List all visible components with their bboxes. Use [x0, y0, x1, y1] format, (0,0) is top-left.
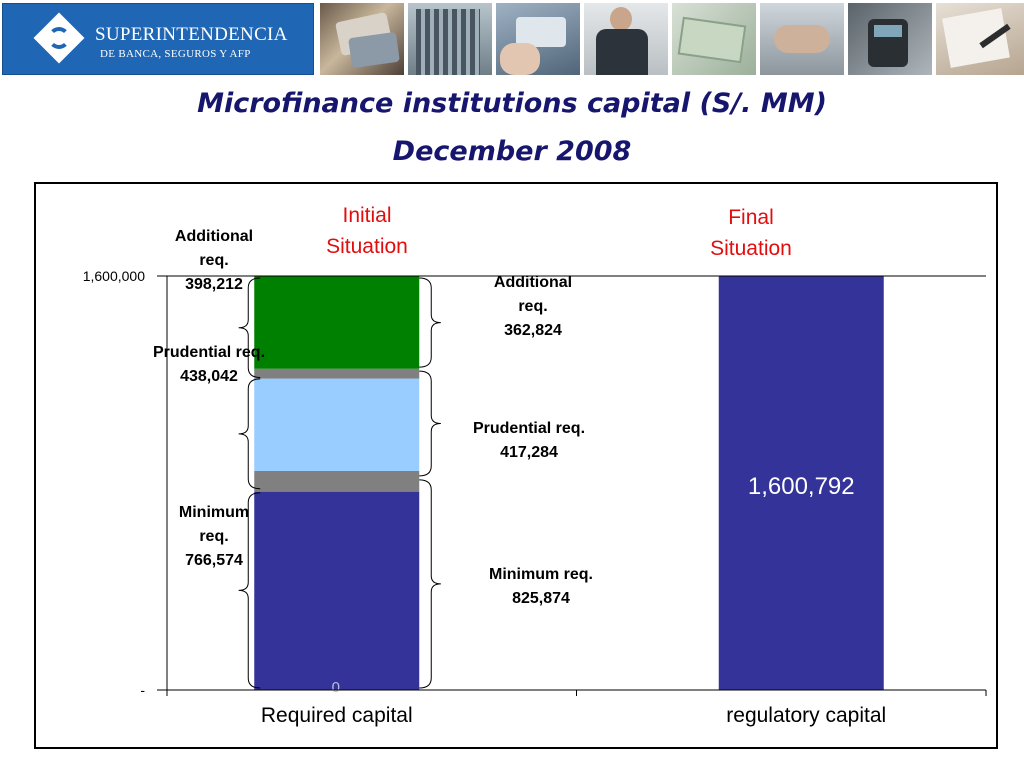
y-tick-label: - — [140, 682, 145, 698]
x-category-label: regulatory capital — [726, 704, 886, 727]
bar-segment-prudential — [254, 378, 420, 471]
left-annotation-text: 766,574 — [185, 552, 243, 569]
bar-segment-gap — [254, 368, 420, 379]
chart-frame: - 1,600,000 1,600,792 0 Required capital regu… — [34, 182, 998, 749]
left-brace — [238, 492, 261, 689]
left-annotation-text: Additional — [175, 228, 253, 245]
group-label: Initial — [342, 204, 391, 227]
banknotes-photo — [672, 3, 756, 75]
right-annotation-text: req. — [518, 298, 547, 315]
office-building-photo — [408, 3, 492, 75]
logo-s-icon — [48, 27, 70, 49]
businessman-photo — [584, 3, 668, 75]
right-brace — [419, 277, 441, 368]
left-brace — [238, 277, 261, 378]
left-annotation-text: req. — [199, 252, 228, 269]
keyboard-enter-photo — [496, 3, 580, 75]
header-banner: SUPERINTENDENCIA DE BANCA, SEGUROS Y AFP — [0, 0, 1024, 78]
group-label: Situation — [326, 235, 408, 258]
bar-segment-additional — [254, 276, 420, 369]
left-brace — [238, 378, 261, 490]
left-annotation-text: req. — [199, 528, 228, 545]
y-tick-label: 1,600,000 — [83, 268, 145, 284]
right-annotation-text: 417,284 — [500, 444, 558, 461]
slide-title-line2: December 2008 — [392, 136, 632, 167]
right-annotation-text: Prudential req. — [473, 420, 585, 437]
group-label: Situation — [710, 237, 792, 260]
bar-segment-gap — [254, 470, 420, 492]
right-annotation-text: 362,824 — [504, 322, 562, 339]
slide-title-line1: Microfinance institutions capital (S/. M… — [197, 88, 827, 119]
card-terminal-photo — [848, 3, 932, 75]
signing-document-photo — [936, 3, 1024, 75]
right-annotation-text: Minimum req. — [489, 566, 593, 583]
left-annotation-text: 438,042 — [180, 368, 238, 385]
logo-subtitle: DE BANCA, SEGUROS Y AFP — [100, 48, 251, 60]
left-annotation-text: Minimum — [179, 504, 249, 521]
x-category-label: Required capital — [261, 704, 413, 727]
sbs-logo[interactable]: SUPERINTENDENCIA DE BANCA, SEGUROS Y AFP — [2, 3, 314, 75]
data-label-zero: 0 — [332, 679, 340, 696]
handshake-photo — [760, 3, 844, 75]
right-annotation-text: Additional — [494, 274, 572, 291]
right-annotation-text: 825,874 — [512, 590, 570, 607]
right-brace — [419, 479, 441, 689]
bar-segment-minimum — [254, 491, 420, 690]
bank-card-photo — [320, 3, 404, 75]
left-annotation-text: Prudential req. — [153, 344, 265, 361]
right-brace — [419, 370, 441, 477]
left-annotation-text: 398,212 — [185, 276, 243, 293]
group-label: Final — [728, 206, 774, 229]
capital-chart: - 1,600,000 1,600,792 0 Required capital regu… — [83, 204, 987, 727]
bar-regulatory-capital — [718, 276, 884, 690]
logo-name: SUPERINTENDENCIA — [95, 24, 288, 45]
data-label-final: 1,600,792 — [748, 473, 855, 500]
